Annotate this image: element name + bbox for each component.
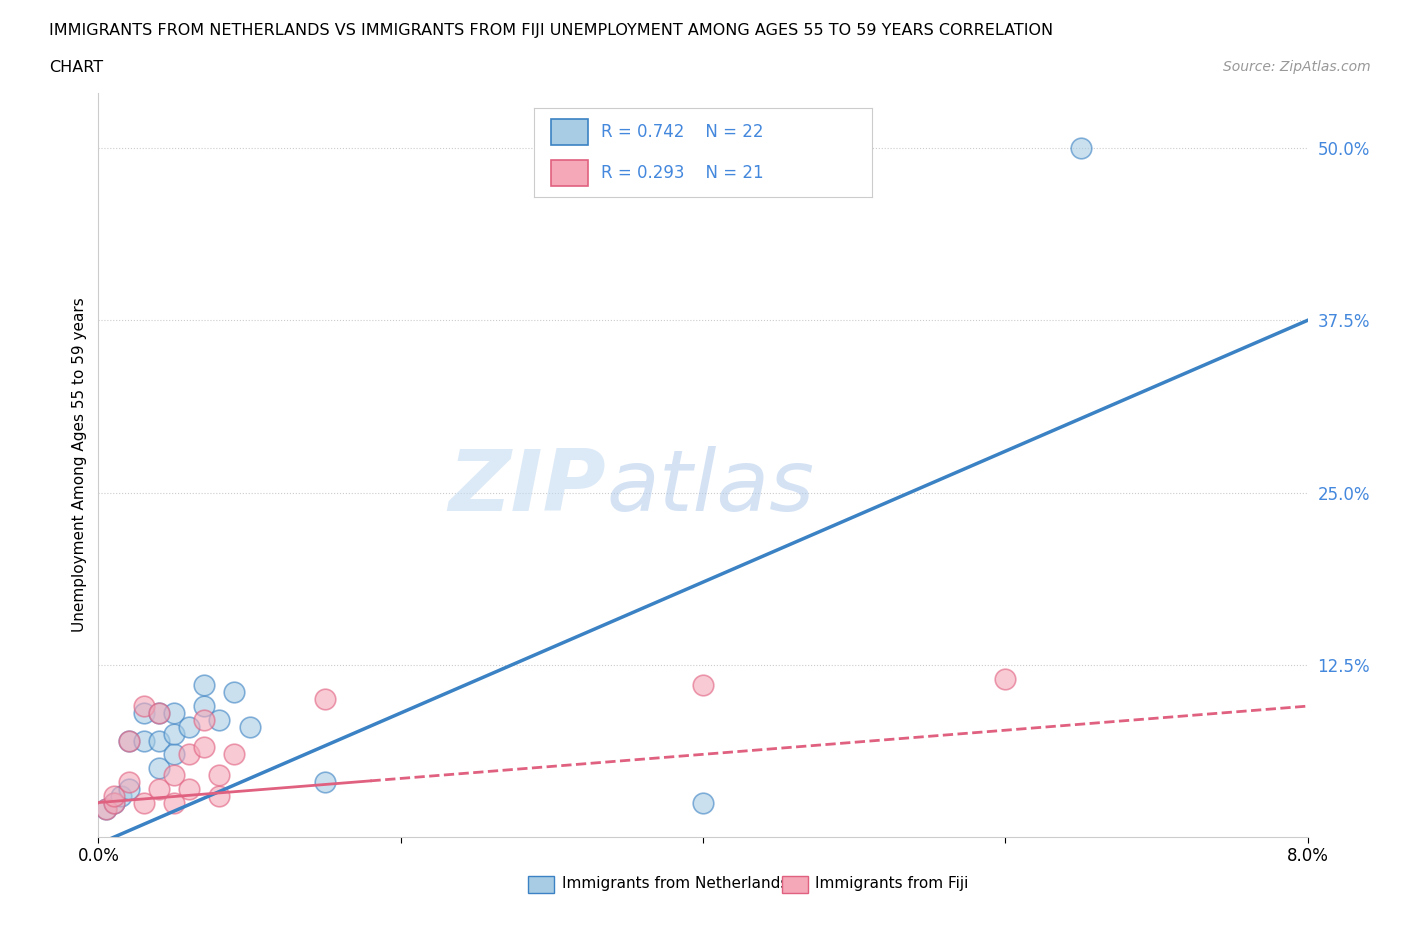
Point: [148, 706, 170, 721]
Point: [132, 706, 155, 721]
Point: [163, 795, 186, 810]
Point: [208, 789, 231, 804]
Point: [103, 795, 125, 810]
Point: [1070, 140, 1092, 155]
Point: [193, 712, 215, 727]
Point: [314, 692, 336, 707]
FancyBboxPatch shape: [782, 876, 808, 893]
Point: [692, 795, 714, 810]
Point: [118, 733, 141, 748]
Point: [193, 678, 215, 693]
Point: [224, 684, 246, 699]
Text: Source: ZipAtlas.com: Source: ZipAtlas.com: [1223, 60, 1371, 74]
Text: atlas: atlas: [606, 445, 814, 529]
Point: [148, 781, 170, 796]
Point: [118, 733, 141, 748]
Point: [132, 795, 155, 810]
Point: [193, 698, 215, 713]
Point: [103, 789, 125, 804]
Text: Immigrants from Fiji: Immigrants from Fiji: [815, 876, 969, 891]
Point: [94, 802, 117, 817]
Point: [239, 719, 262, 734]
Point: [148, 706, 170, 721]
Point: [132, 698, 155, 713]
Point: [208, 767, 231, 782]
Point: [103, 795, 125, 810]
Point: [994, 671, 1017, 686]
Text: CHART: CHART: [49, 60, 103, 75]
Point: [148, 733, 170, 748]
Text: IMMIGRANTS FROM NETHERLANDS VS IMMIGRANTS FROM FIJI UNEMPLOYMENT AMONG AGES 55 T: IMMIGRANTS FROM NETHERLANDS VS IMMIGRANT…: [49, 23, 1053, 38]
Point: [94, 802, 117, 817]
Point: [163, 747, 186, 762]
Text: Immigrants from Netherlands: Immigrants from Netherlands: [561, 876, 787, 891]
Point: [193, 740, 215, 755]
Point: [179, 747, 201, 762]
Point: [132, 733, 155, 748]
Point: [692, 678, 714, 693]
Point: [314, 775, 336, 790]
Point: [224, 747, 246, 762]
Point: [179, 781, 201, 796]
Point: [148, 761, 170, 776]
Point: [110, 789, 132, 804]
Point: [163, 726, 186, 741]
Point: [208, 712, 231, 727]
Point: [163, 706, 186, 721]
Point: [179, 719, 201, 734]
Point: [118, 781, 141, 796]
Text: ZIP: ZIP: [449, 445, 606, 529]
Point: [118, 775, 141, 790]
Y-axis label: Unemployment Among Ages 55 to 59 years: Unemployment Among Ages 55 to 59 years: [72, 298, 87, 632]
FancyBboxPatch shape: [527, 876, 554, 893]
Point: [163, 767, 186, 782]
